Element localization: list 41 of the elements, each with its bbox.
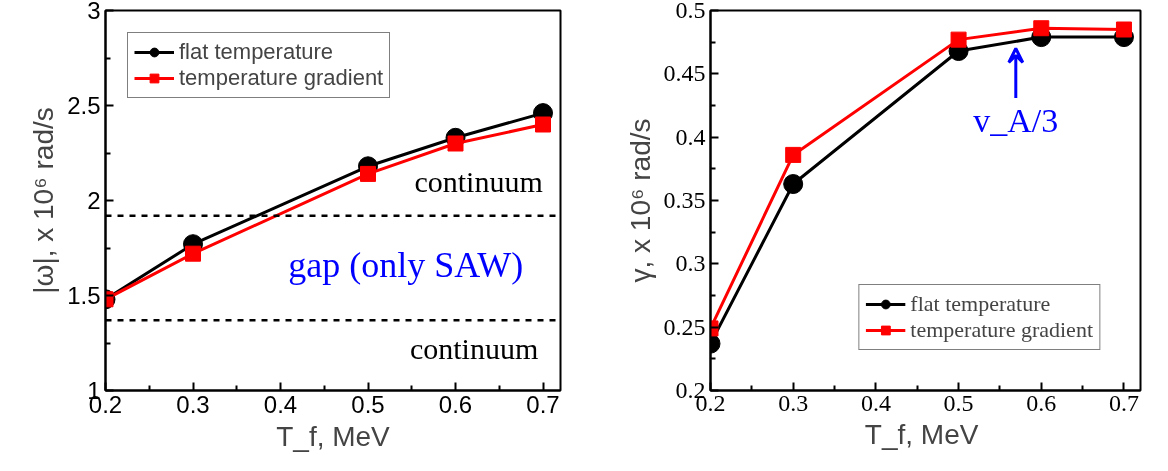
point [950,31,967,48]
annotation: continuum [414,165,543,198]
y-tick-label: 2 [87,187,101,214]
y-axis-title: γ, x 10⁶ rad/s [624,118,656,283]
x-tick-label: 0.5 [943,389,974,416]
point [535,116,551,133]
y-tick-label: 0.25 [663,313,706,340]
point [360,165,376,182]
x-tick-label: 0.4 [263,390,298,418]
point [185,245,201,262]
legend-label: temperature gradient [179,65,384,91]
y-tick-label: 0.35 [663,187,706,213]
x-axis-title: T_f, MeV [864,418,979,450]
x-tick-label: 0.5 [351,390,385,418]
y-tick-label: 3 [87,0,101,24]
y-tick-label: 0.45 [663,60,706,87]
point [785,146,802,163]
x-tick-label: 0.6 [1026,389,1057,416]
legend-label: temperature gradient [910,317,1093,343]
annotation: v_A/3 [973,101,1059,139]
x-tick-label: 0.7 [1108,389,1139,416]
legend-label: flat temperature [910,291,1051,317]
x-tick-label: 0.3 [176,390,210,418]
annotation: continuum [409,332,539,366]
y-tick-label: 0.3 [675,250,706,277]
x-tick-label: 0.3 [778,389,809,416]
y-axis-title: |ω|, x 10⁶ rad/s [28,107,60,294]
y-tick-label: 1.5 [67,282,101,309]
x-tick-label: 0.7 [526,390,560,418]
x-tick-label: 0.6 [438,390,473,418]
x-axis-title: T_f, MeV [276,420,391,452]
y-tick-label: 0.5 [675,0,706,23]
legend-label: flat temperature [179,39,334,65]
x-tick-label: 0.4 [860,389,891,416]
point [1033,20,1050,37]
point [1115,21,1132,38]
point [783,174,804,195]
y-tick-label: 0.4 [675,123,706,150]
annotation: gap (only SAW) [288,245,524,286]
y-tick-label: 2.5 [67,92,101,119]
point [447,135,464,152]
